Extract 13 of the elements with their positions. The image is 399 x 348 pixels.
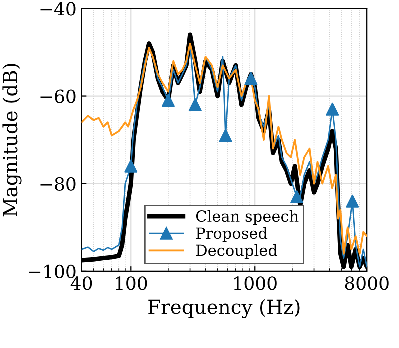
y-tick-label: −60 — [40, 90, 76, 104]
legend-label: Proposed — [196, 227, 268, 242]
x-axis-title: Frequency (Hz) — [148, 299, 300, 318]
x-tick-label: 100 — [116, 276, 148, 290]
x-tick-label: 8000 — [345, 276, 389, 290]
y-tick-label: −100 — [29, 264, 76, 279]
y-axis-title: Magnitude (dB) — [2, 64, 22, 217]
legend-label: Clean speech — [196, 210, 299, 226]
y-tick-label: −80 — [40, 177, 76, 191]
x-tick-label: 1000 — [234, 276, 277, 290]
x-tick-label: 40 — [70, 276, 92, 290]
y-tick-label: −40 — [40, 2, 76, 16]
legend-label: Decoupled — [196, 244, 278, 260]
